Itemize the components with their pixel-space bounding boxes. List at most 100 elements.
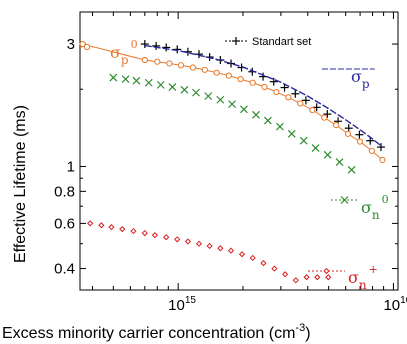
data-point (301, 96, 310, 105)
x-tick-label: 1016 (383, 295, 407, 314)
data-point (249, 79, 256, 86)
series-cross (109, 73, 356, 174)
data-point (151, 232, 159, 239)
label-key-marker (323, 267, 330, 275)
data-point (156, 80, 165, 89)
data-point (355, 130, 364, 139)
label-σn+: σn+ (308, 263, 378, 292)
data-point (356, 138, 364, 145)
data-point (269, 77, 278, 86)
y-tick-label: 3 (67, 36, 75, 53)
data-point (239, 105, 248, 114)
data-point (333, 121, 340, 129)
label-sigma: σp- (351, 62, 376, 91)
data-point (132, 76, 141, 85)
data-point (98, 222, 105, 229)
data-point (368, 147, 375, 154)
data-point (163, 234, 170, 241)
data-point (263, 116, 272, 125)
data-point (162, 43, 171, 52)
data-point (285, 94, 292, 101)
data-point (180, 85, 189, 94)
data-point (121, 75, 130, 84)
data-point (79, 40, 86, 48)
data-point (195, 50, 204, 59)
data-point (323, 150, 332, 159)
legend: Standart set (225, 36, 311, 48)
data-point (87, 220, 94, 227)
data-point (174, 236, 181, 243)
label-sigma: σn+ (348, 263, 378, 292)
tick-labels: 1015 1016 3 1 0.8 0.6 0.4 (54, 36, 407, 314)
data-point (252, 110, 260, 119)
x-tick-label: 1015 (168, 295, 196, 314)
data-point (177, 62, 185, 69)
plot-frame (79, 11, 399, 291)
svg-text:Excess minority carrier concen: Excess minority carrier concentration (c… (2, 322, 311, 342)
y-tick-label: 0.8 (54, 183, 75, 200)
series-layer (79, 40, 386, 284)
data-point (312, 103, 321, 112)
data-point (130, 227, 137, 235)
data-point (217, 245, 224, 252)
label-sigma: σn0 (361, 193, 389, 222)
data-point (325, 274, 332, 281)
data-point (206, 242, 213, 250)
data-point (189, 64, 196, 71)
label-σp: σp- (322, 62, 376, 91)
data-point (303, 274, 310, 281)
data-point (166, 60, 173, 67)
data-point (141, 229, 148, 237)
data-point (119, 225, 126, 233)
data-point (344, 130, 352, 137)
data-point (344, 124, 353, 133)
label-σp0: σp0 (80, 38, 138, 67)
x-axis-title-close: ) (305, 325, 310, 342)
data-point (260, 260, 267, 267)
data-point (109, 73, 118, 82)
y-tick-label: 0.4 (54, 261, 75, 278)
data-point (249, 254, 256, 262)
data-point (276, 122, 284, 131)
data-point (227, 59, 236, 68)
x-axis-title-text: Excess minority carrier concentration (c… (2, 325, 295, 342)
data-point (292, 277, 299, 284)
data-point (323, 110, 332, 119)
data-point (216, 95, 225, 104)
series-labels: σp0 σp-σn0 σn+ (80, 38, 389, 292)
y-axis-title: Effective Lifetime (ms) (12, 105, 29, 263)
label-σn0: σn0 (331, 193, 389, 222)
y-tick-label: 1 (67, 158, 75, 175)
series-connector (82, 43, 383, 161)
data-point (154, 58, 161, 65)
label-key-marker (83, 43, 91, 51)
data-point (309, 106, 316, 114)
data-point (271, 265, 278, 272)
data-point (195, 240, 203, 247)
legend-plus-marker (232, 37, 240, 45)
data-point (321, 114, 328, 121)
data-point (273, 88, 280, 96)
data-point (314, 274, 321, 281)
label-key-marker (340, 196, 349, 204)
data-point (140, 40, 149, 49)
data-point (192, 88, 200, 97)
data-point (261, 83, 268, 91)
data-point (335, 158, 344, 167)
legend-marker (232, 37, 240, 45)
data-point (282, 271, 289, 278)
data-point (204, 92, 213, 101)
data-point (238, 251, 246, 258)
data-point (152, 41, 161, 50)
data-point (201, 66, 208, 73)
data-point (213, 69, 220, 76)
legend-label: Standart set (252, 36, 311, 48)
data-point (259, 72, 268, 81)
data-point (297, 100, 304, 107)
axis-ticks (80, 12, 398, 290)
data-point (376, 143, 385, 152)
data-point (141, 56, 148, 64)
data-point (227, 247, 235, 254)
series-circle (79, 40, 386, 164)
